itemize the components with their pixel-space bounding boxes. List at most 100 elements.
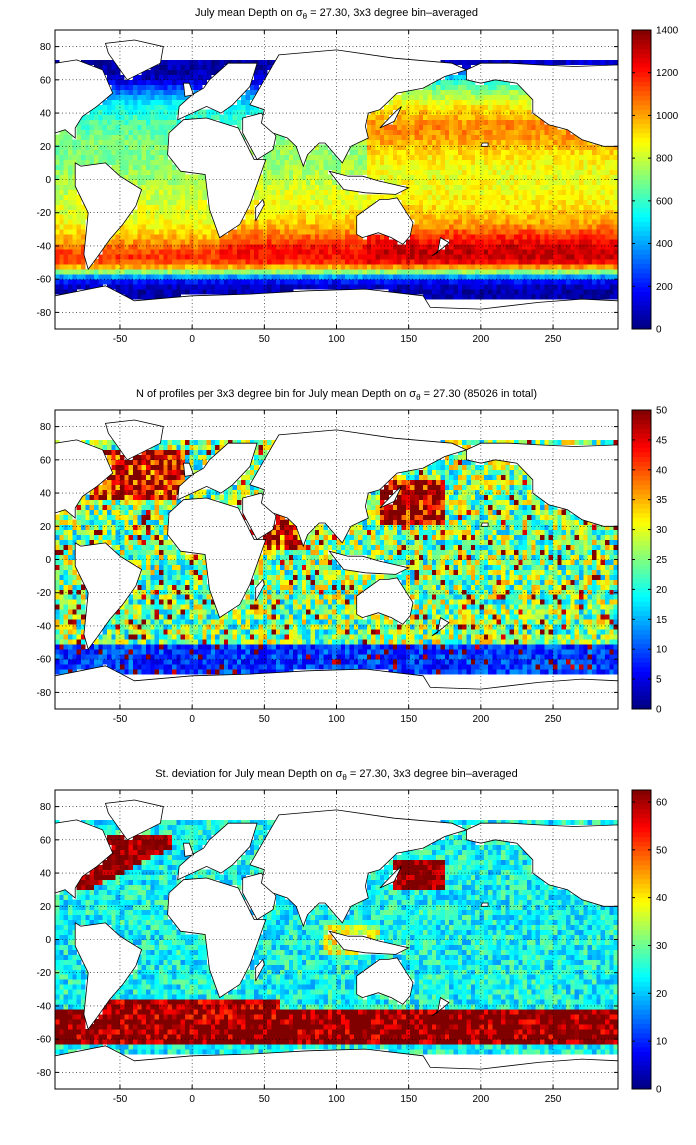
heatmap-cell — [458, 80, 463, 85]
heatmap-cell — [324, 184, 329, 189]
heatmap-cell — [207, 274, 212, 279]
heatmap-cell — [484, 269, 489, 274]
colorbar-segment — [632, 95, 651, 100]
heatmap-cell — [207, 70, 212, 75]
heatmap-cell — [302, 224, 307, 229]
heatmap-cell — [306, 189, 311, 194]
heatmap-cell — [267, 160, 272, 165]
heatmap-cell — [168, 90, 173, 95]
heatmap-cell — [562, 219, 567, 224]
heatmap-cell — [306, 180, 311, 185]
heatmap-cell — [293, 274, 298, 279]
heatmap-cell — [116, 619, 121, 624]
heatmap-cell — [436, 229, 441, 234]
heatmap-cell — [523, 199, 528, 204]
heatmap-cell — [111, 264, 116, 269]
heatmap-cell — [562, 165, 567, 170]
heatmap-cell — [527, 279, 532, 284]
heatmap-cell — [202, 239, 207, 244]
colorbar-segment — [632, 310, 651, 315]
heatmap-cell — [583, 214, 588, 219]
heatmap-cell — [68, 284, 73, 289]
heatmap-cell — [458, 269, 463, 274]
heatmap-cell — [103, 130, 108, 135]
heatmap-cell — [116, 485, 121, 490]
heatmap-cell — [68, 150, 73, 155]
heatmap-cell — [566, 189, 571, 194]
heatmap-cell — [401, 199, 406, 204]
heatmap-cell — [293, 209, 298, 214]
heatmap-cell — [375, 125, 380, 130]
heatmap-cell — [423, 194, 428, 199]
heatmap-cell — [601, 184, 606, 189]
heatmap-cell — [129, 284, 134, 289]
heatmap-cell — [159, 224, 164, 229]
heatmap-cell — [302, 184, 307, 189]
heatmap-cell — [64, 515, 69, 520]
heatmap-cell — [172, 170, 177, 175]
heatmap-cell — [215, 264, 220, 269]
heatmap-cell — [146, 100, 151, 105]
heatmap-cell — [488, 194, 493, 199]
heatmap-cell — [168, 199, 173, 204]
heatmap-cell — [189, 264, 194, 269]
heatmap-cell — [337, 199, 342, 204]
heatmap-cell — [466, 125, 471, 130]
heatmap-cell — [280, 234, 285, 239]
heatmap-cell — [124, 95, 129, 100]
heatmap-cell — [77, 259, 82, 264]
heatmap-cell — [176, 259, 181, 264]
heatmap-cell — [458, 155, 463, 160]
heatmap-cell — [215, 65, 220, 70]
heatmap-cell — [570, 189, 575, 194]
heatmap-cell — [544, 140, 549, 145]
heatmap-cell — [55, 184, 60, 189]
heatmap-cell — [497, 229, 502, 234]
heatmap-cell — [263, 70, 268, 75]
heatmap-cell — [501, 229, 506, 234]
heatmap-cell — [544, 145, 549, 150]
heatmap-cell — [137, 214, 142, 219]
heatmap-cell — [77, 284, 82, 289]
heatmap-cell — [163, 199, 168, 204]
heatmap-cell — [233, 249, 238, 254]
heatmap-cell — [557, 175, 562, 180]
heatmap-cell — [410, 145, 415, 150]
heatmap-cell — [427, 269, 432, 274]
heatmap-cell — [211, 279, 216, 284]
heatmap-cell — [124, 100, 129, 105]
heatmap-cell — [146, 130, 151, 135]
heatmap-cell — [276, 180, 281, 185]
heatmap-cell — [414, 229, 419, 234]
heatmap-cell — [64, 224, 69, 229]
heatmap-cell — [172, 110, 177, 115]
heatmap-cell — [423, 274, 428, 279]
heatmap-cell — [263, 184, 268, 189]
heatmap-cell — [172, 189, 177, 194]
heatmap-cell — [549, 130, 554, 135]
heatmap-cell — [207, 254, 212, 259]
heatmap-cell — [133, 269, 138, 274]
heatmap-cell — [380, 155, 385, 160]
heatmap-cell — [150, 105, 155, 110]
heatmap-cell — [111, 485, 116, 490]
heatmap-cell — [453, 214, 458, 219]
heatmap-cell — [185, 209, 190, 214]
heatmap-cell — [523, 244, 528, 249]
heatmap-cell — [90, 155, 95, 160]
heatmap-cell — [609, 160, 614, 165]
heatmap-cell — [492, 105, 497, 110]
heatmap-cell — [557, 254, 562, 259]
heatmap-cell — [406, 175, 411, 180]
heatmap-cell — [449, 135, 454, 140]
heatmap-cell — [514, 204, 519, 209]
heatmap-cell — [159, 120, 164, 125]
heatmap-cell — [155, 254, 160, 259]
heatmap-cell — [194, 65, 199, 70]
heatmap-cell — [458, 214, 463, 219]
heatmap-cell — [185, 194, 190, 199]
heatmap-cell — [393, 145, 398, 150]
heatmap-cell — [103, 155, 108, 160]
heatmap-cell — [319, 284, 324, 289]
heatmap-cell — [397, 249, 402, 254]
